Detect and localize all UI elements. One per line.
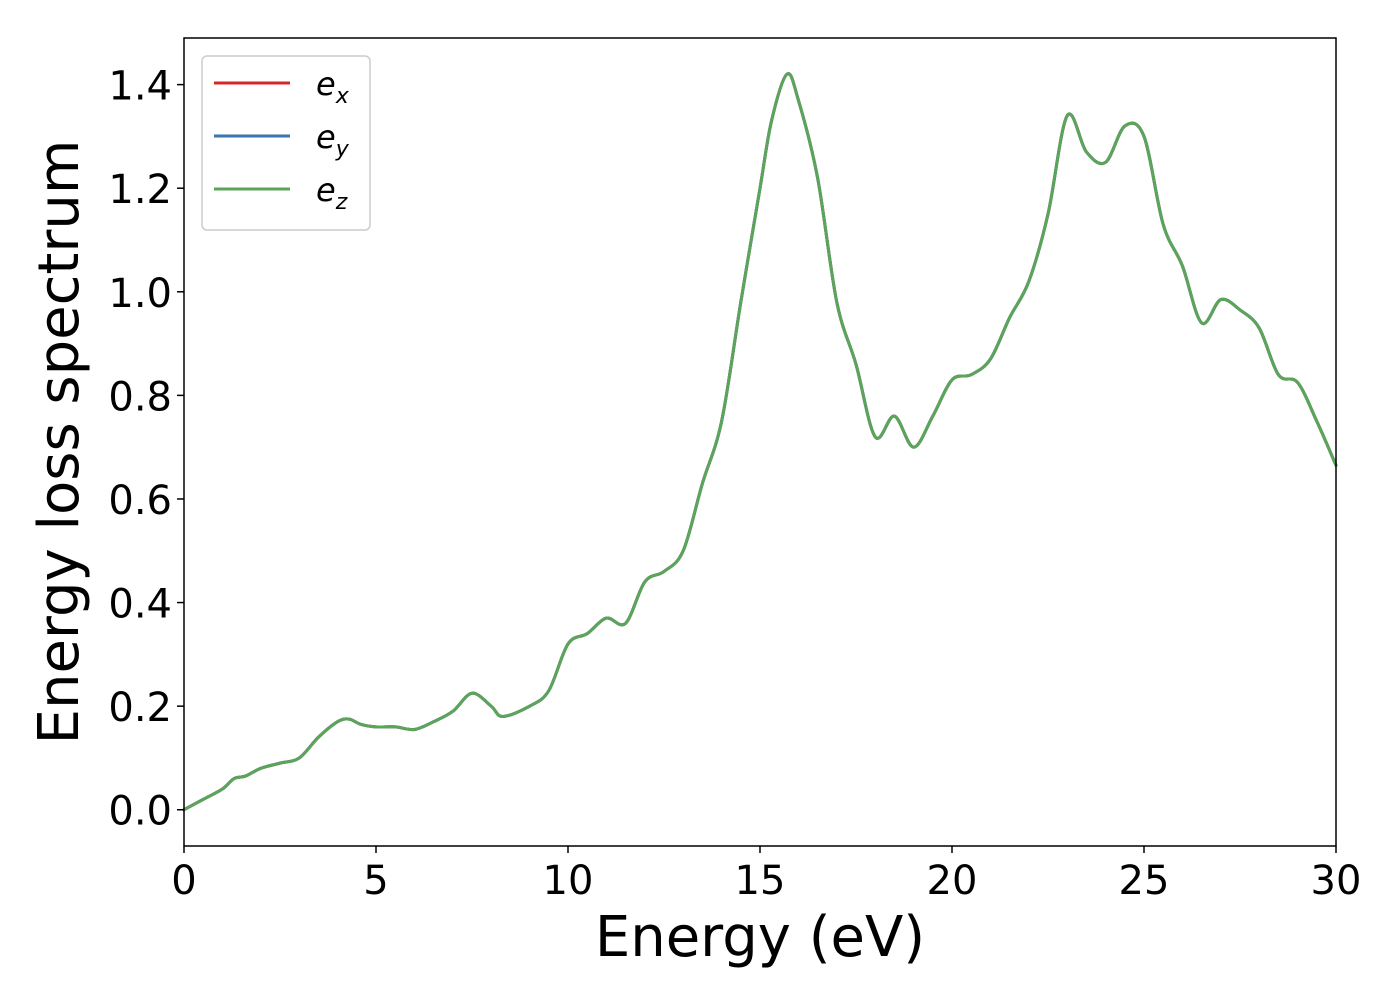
x-axis-ticks: 0 5 10 15 20 25 30 xyxy=(171,846,1361,904)
y-tick-label: 0.8 xyxy=(108,374,172,420)
series-layer xyxy=(182,72,1338,812)
x-tick-label: 25 xyxy=(1119,858,1170,904)
x-tick-label: 30 xyxy=(1311,858,1362,904)
legend-box xyxy=(201,55,371,231)
y-tick-label: 0.6 xyxy=(108,478,172,524)
x-tick-label: 0 xyxy=(171,858,196,904)
x-tick-label: 5 xyxy=(363,858,388,904)
y-tick-label: 1.0 xyxy=(108,271,172,317)
y-axis-label: Energy loss spectrum xyxy=(27,140,92,745)
series-line-e-z xyxy=(182,72,1338,812)
y-tick-label: 0.4 xyxy=(108,582,172,628)
y-axis-ticks: 0.0 0.2 0.4 0.6 0.8 1.0 1.2 1.4 xyxy=(108,64,184,835)
x-tick-label: 10 xyxy=(543,858,594,904)
y-tick-label: 1.2 xyxy=(108,167,172,213)
y-tick-label: 0.0 xyxy=(108,789,172,835)
x-axis-label: Energy (eV) xyxy=(595,905,925,970)
y-tick-label: 0.2 xyxy=(108,685,172,731)
x-tick-label: 20 xyxy=(927,858,978,904)
y-tick-label: 1.4 xyxy=(108,64,172,110)
x-tick-label: 15 xyxy=(735,858,786,904)
